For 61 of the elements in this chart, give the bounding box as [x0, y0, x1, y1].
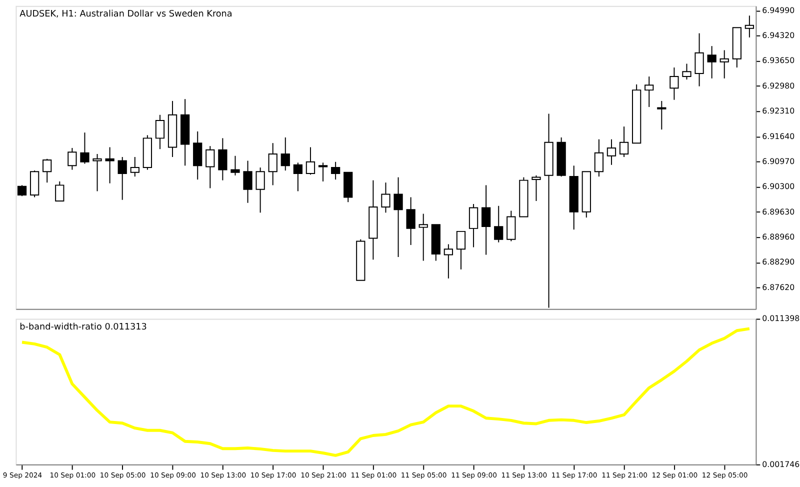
- candlestick: [193, 130, 202, 180]
- candlestick: [130, 156, 140, 178]
- candlestick: [42, 158, 52, 184]
- candlestick: [30, 170, 40, 198]
- y-tick-label: 6.88290: [762, 258, 795, 267]
- candlestick: [644, 76, 654, 108]
- candlestick: [230, 155, 240, 176]
- candlestick: [306, 146, 316, 176]
- y-tick-label: 0.001746: [762, 460, 800, 469]
- candlestick: [606, 138, 616, 166]
- candlestick: [444, 244, 454, 279]
- y-tick-label: 6.89630: [762, 207, 795, 216]
- y-tick-label: 6.93650: [762, 56, 795, 66]
- candlestick: [657, 100, 666, 130]
- y-tick-label: 6.87620: [762, 282, 795, 292]
- candlestick: [256, 167, 265, 214]
- candlestick: [418, 213, 428, 262]
- candlestick: [720, 50, 729, 79]
- chart-title: AUDSEK, H1: Australian Dollar vs Sweden Krona: [20, 10, 232, 20]
- chart-title: b-band-width-ratio 0.011313: [20, 322, 147, 333]
- candlestick: [92, 153, 102, 192]
- candlestick: [694, 32, 704, 87]
- y-tick-label: 6.92310: [762, 106, 795, 116]
- candlestick: [55, 180, 64, 202]
- candlestick: [280, 136, 290, 172]
- candlestick: [456, 230, 466, 270]
- candlestick: [381, 182, 390, 214]
- candlestick: [330, 161, 340, 180]
- candlestick: [619, 126, 629, 158]
- candlestick: [481, 184, 491, 256]
- y-tick-label: 6.90970: [762, 156, 795, 166]
- candlestick: [494, 205, 504, 243]
- candlestick: [744, 15, 754, 38]
- candlestick: [105, 146, 114, 184]
- y-tick-label: 6.88960: [762, 232, 795, 242]
- candlestick: [594, 138, 604, 178]
- candlestick: [68, 147, 77, 170]
- candlestick: [406, 196, 416, 246]
- y-tick-label: 6.92980: [762, 81, 795, 90]
- y-tick-label: 6.91640: [762, 132, 795, 141]
- candlestick: [318, 162, 328, 182]
- candlestick: [218, 138, 228, 181]
- y-tick-label: 6.94990: [762, 6, 795, 15]
- candlestick: [293, 162, 303, 192]
- candlestick: [17, 184, 27, 197]
- y-tick-label: 6.94320: [762, 30, 795, 40]
- candlestick: [206, 146, 215, 189]
- candlestick: [532, 174, 541, 202]
- y-tick-label: 6.90300: [762, 182, 795, 192]
- candlestick: [155, 114, 165, 150]
- candlestick: [506, 210, 516, 242]
- candlestick: [707, 46, 716, 79]
- candlestick: [468, 204, 478, 248]
- y-tick-label: 0.011398: [762, 314, 800, 324]
- candlestick: [670, 67, 679, 100]
- candlestick: [80, 132, 90, 164]
- candlestick: [243, 160, 252, 204]
- candlestick: [268, 142, 278, 186]
- candlestick: [394, 176, 403, 258]
- candlestick: [682, 63, 692, 80]
- candlestick: [118, 156, 127, 200]
